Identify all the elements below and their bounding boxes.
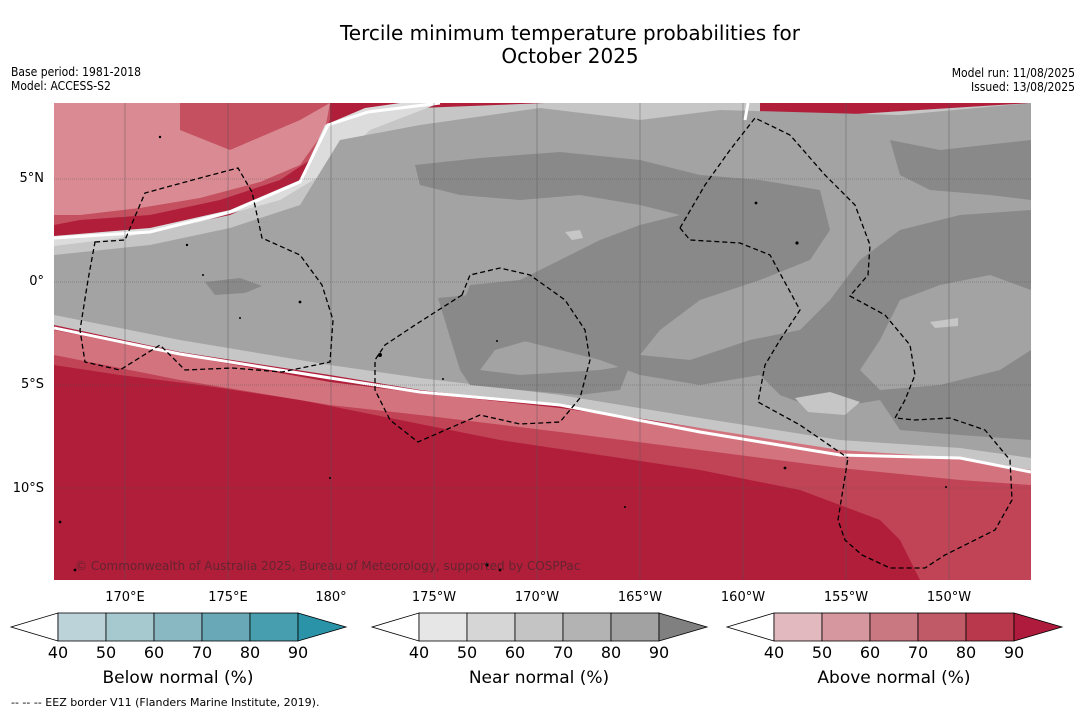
title-line-1: Tercile minimum temperature probabilitie… bbox=[339, 21, 801, 45]
colorbar-tick-label: 70 bbox=[552, 643, 574, 662]
colorbar-segment bbox=[773, 612, 823, 642]
lon-label-170w: 170°W bbox=[514, 590, 560, 605]
colorbar-segment bbox=[153, 612, 203, 642]
colorbar-segment bbox=[105, 612, 155, 642]
colorbar-tick-label: 50 bbox=[811, 643, 833, 662]
colorbar-extend-low bbox=[10, 612, 59, 642]
colorbar-tick-label: 70 bbox=[907, 643, 929, 662]
colorbar-extend-low bbox=[371, 612, 420, 642]
lon-label-175e: 175°E bbox=[208, 590, 248, 605]
colorbar-tick-label: 40 bbox=[408, 643, 430, 662]
near-normal-dark-patch bbox=[415, 152, 1031, 440]
eez-border-1 bbox=[79, 167, 334, 373]
lon-label-150w: 150°W bbox=[926, 590, 972, 605]
colorbar-segment bbox=[562, 612, 612, 642]
lon-label-180: 180° bbox=[315, 590, 347, 605]
lon-label-155w: 155°W bbox=[823, 590, 869, 605]
colorbar-above-normal bbox=[726, 612, 1064, 642]
colorbar-tick-label: 60 bbox=[859, 643, 881, 662]
lat-label-5s: 5°S bbox=[20, 377, 44, 392]
colorbar-segment bbox=[201, 612, 251, 642]
lat-label-0: 0° bbox=[29, 274, 44, 289]
colorbar-segment bbox=[418, 612, 468, 642]
colorbar-segment bbox=[514, 612, 564, 642]
colorbar-extend-high bbox=[297, 612, 348, 642]
lon-label-165w: 165°W bbox=[617, 590, 663, 605]
colorbar-tick-label: 80 bbox=[955, 643, 977, 662]
lon-label-170e: 170°E bbox=[105, 590, 145, 605]
colorbar-title: Above normal (%) bbox=[817, 668, 971, 688]
colorbar-segment bbox=[57, 612, 107, 642]
copyright-notice: © Commonwealth of Australia 2025, Bureau… bbox=[75, 559, 581, 573]
colorbar-tick-label: 40 bbox=[763, 643, 785, 662]
colorbar-title: Below normal (%) bbox=[102, 668, 254, 688]
colorbar-tick-label: 90 bbox=[648, 643, 670, 662]
colorbar-tick-label: 80 bbox=[600, 643, 622, 662]
colorbar-title: Near normal (%) bbox=[468, 668, 610, 688]
colorbar-tick-label: 50 bbox=[95, 643, 117, 662]
colorbar-segment bbox=[869, 612, 919, 642]
colorbar-tick-label: 90 bbox=[287, 643, 309, 662]
run-info: Model run: 11/08/2025 Issued: 13/08/2025 bbox=[952, 66, 1075, 94]
lat-label-10s: 10°S bbox=[12, 481, 44, 496]
colorbar-segment bbox=[249, 612, 299, 642]
model-run: Model run: 11/08/2025 bbox=[951, 66, 1075, 80]
model-info: Base period: 1981-2018 Model: ACCESS-S2 bbox=[11, 65, 141, 93]
colorbar-tick-label: 50 bbox=[456, 643, 478, 662]
colorbar-tick-label: 40 bbox=[47, 643, 69, 662]
colorbar-near-normal bbox=[371, 612, 709, 642]
colorbar-segment bbox=[610, 612, 660, 642]
eez-border-4 bbox=[679, 227, 849, 459]
lat-label-5n: 5°N bbox=[19, 171, 45, 186]
chart-title: Tercile minimum temperature probabilitie… bbox=[200, 22, 940, 68]
colorbar-segment bbox=[917, 612, 967, 642]
title-line-2: October 2025 bbox=[501, 44, 639, 68]
colorbar-extend-high bbox=[1013, 612, 1064, 642]
colorbar-tick-label: 60 bbox=[504, 643, 526, 662]
issued-date: Issued: 13/08/2025 bbox=[970, 80, 1075, 94]
colorbar-tick-label: 60 bbox=[143, 643, 165, 662]
eez-border-2 bbox=[374, 267, 591, 443]
lon-label-160w: 160°W bbox=[720, 590, 766, 605]
colorbar-segment bbox=[466, 612, 516, 642]
colorbar-extend-high bbox=[658, 612, 709, 642]
colorbar-extend-low bbox=[726, 612, 775, 642]
model-name: Model: ACCESS-S2 bbox=[11, 79, 111, 93]
colorbar-segment bbox=[821, 612, 871, 642]
colorbar-below-normal bbox=[10, 612, 348, 642]
lon-label-175w: 175°W bbox=[411, 590, 457, 605]
base-period: Base period: 1981-2018 bbox=[11, 65, 142, 79]
colorbar-tick-label: 90 bbox=[1003, 643, 1025, 662]
colorbar-segment bbox=[965, 612, 1015, 642]
colorbar-tick-label: 70 bbox=[191, 643, 213, 662]
eez-footnote: -- -- -- EEZ border V11 (Flanders Marine… bbox=[11, 696, 320, 709]
colorbar-tick-label: 80 bbox=[239, 643, 261, 662]
above-band-north-light bbox=[54, 103, 330, 215]
